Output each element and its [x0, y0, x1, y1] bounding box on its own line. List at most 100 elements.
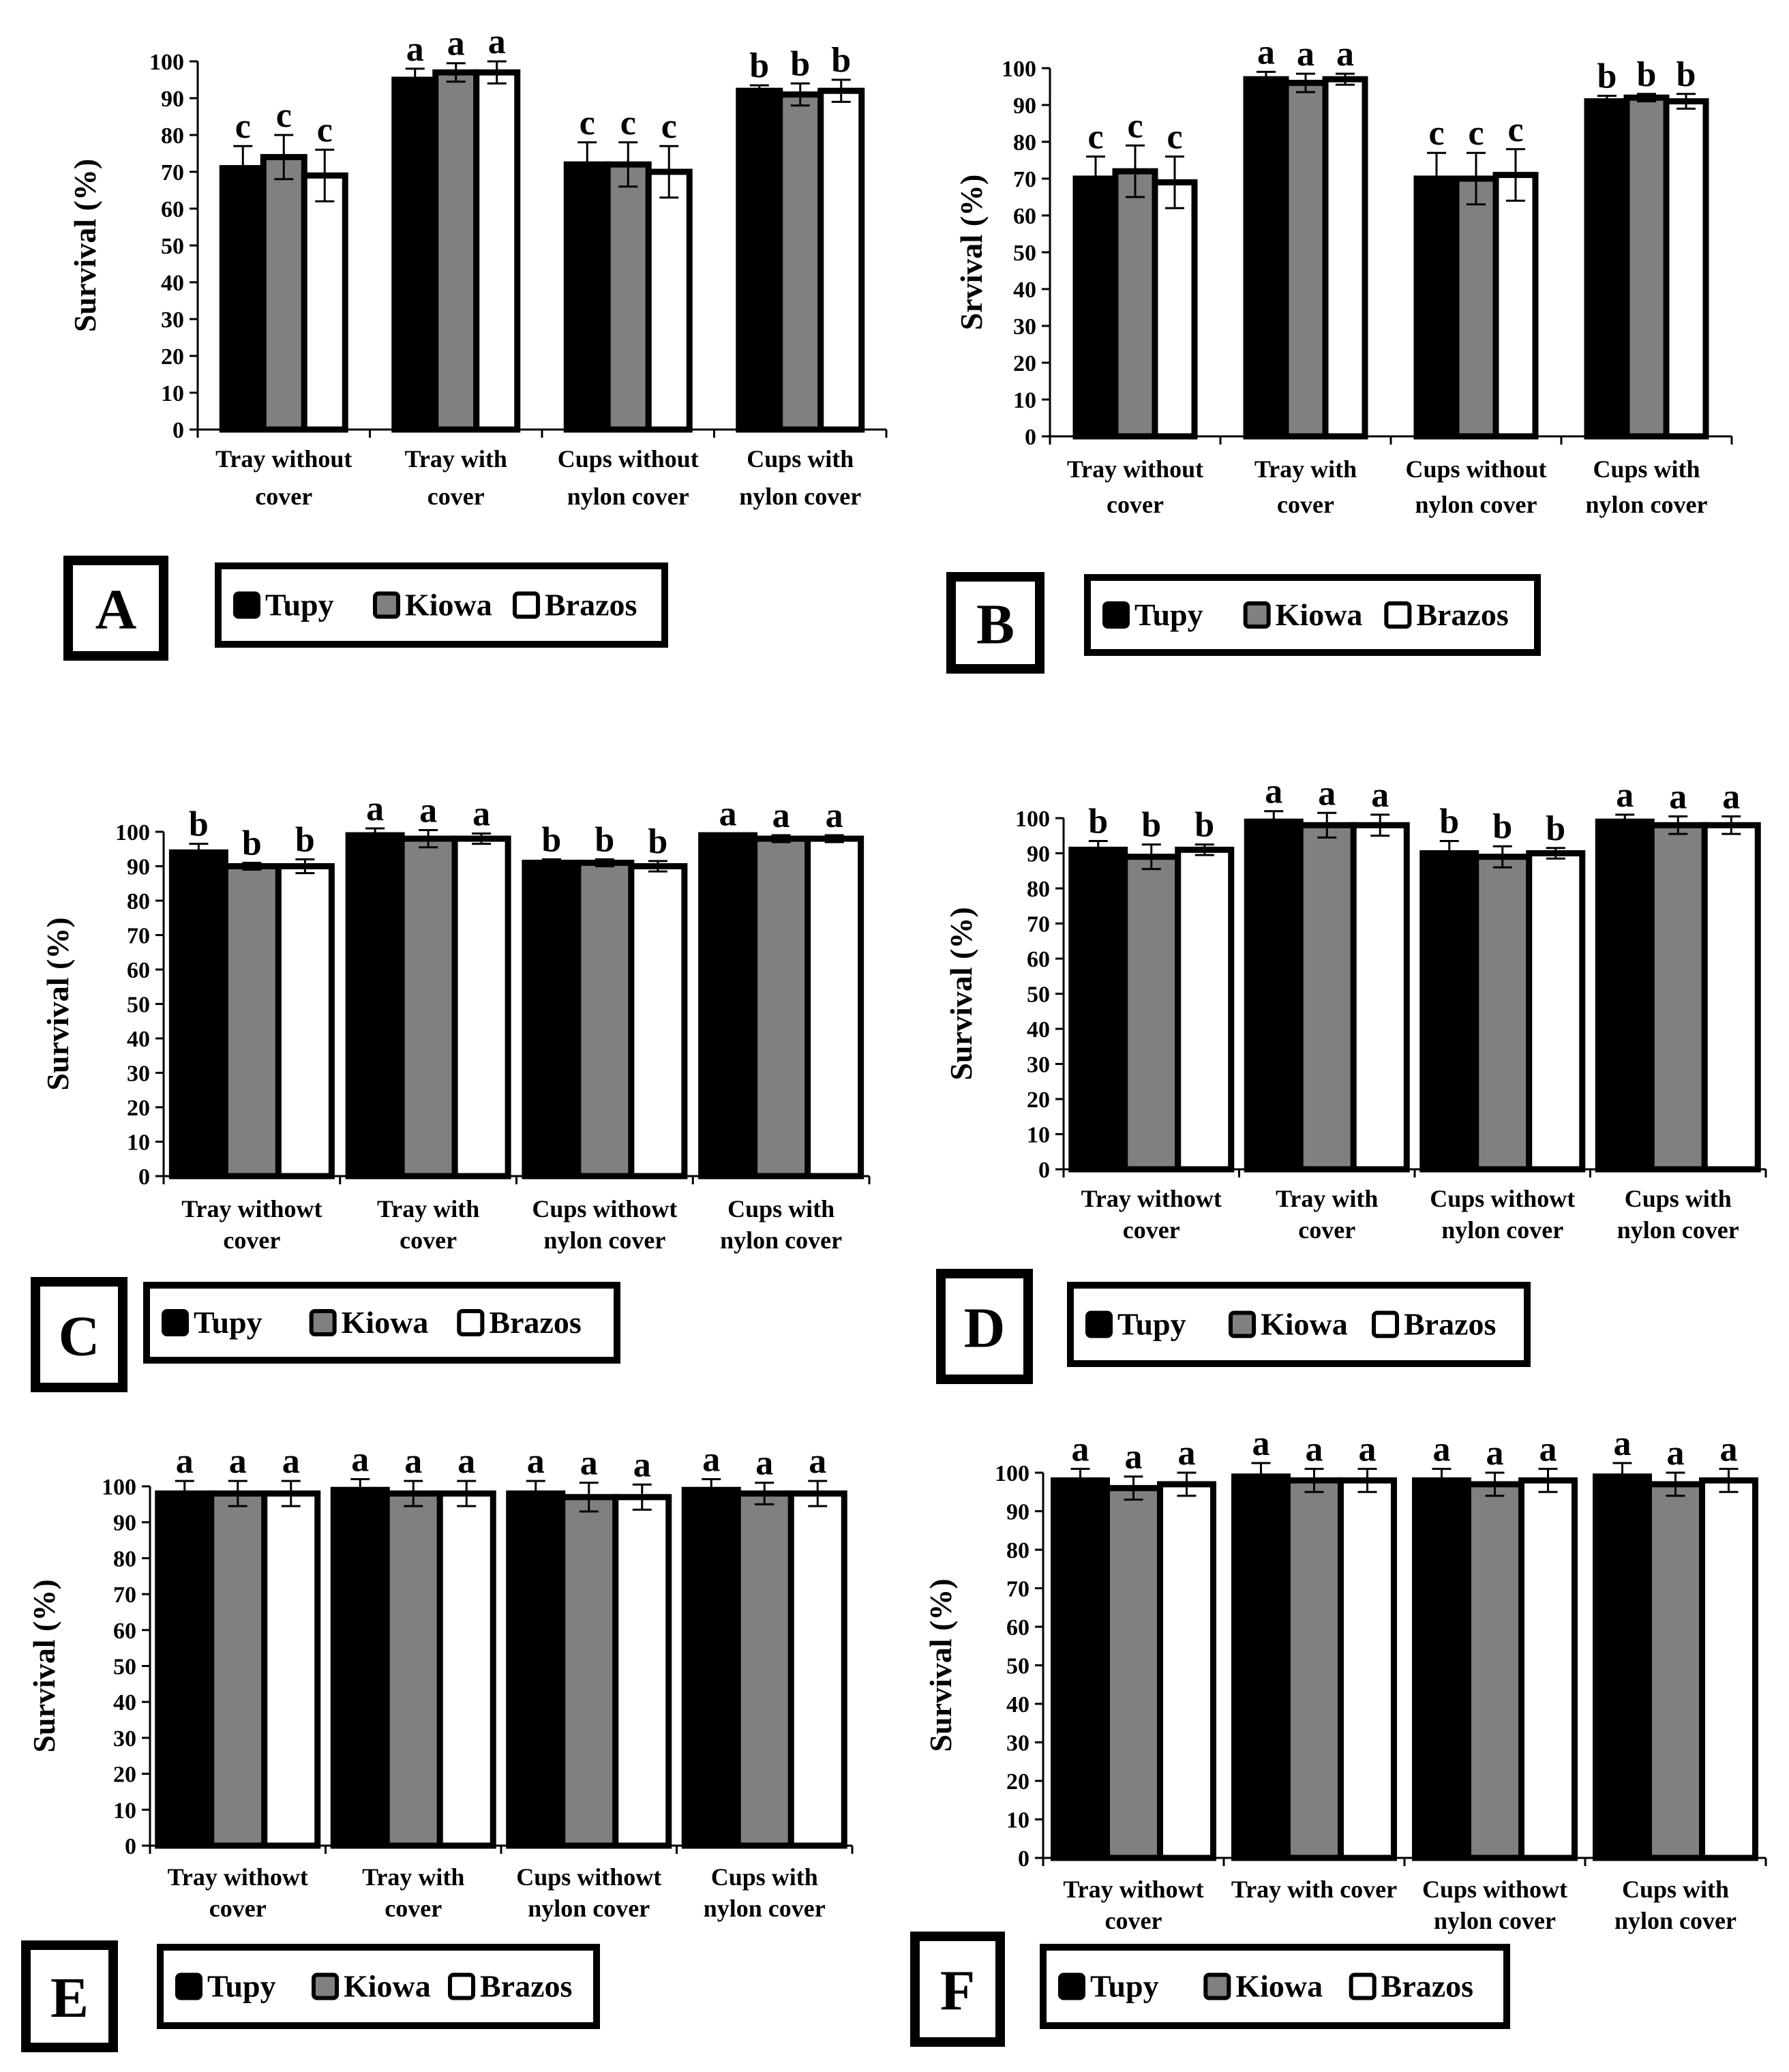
significance-letter: a	[406, 30, 424, 69]
x-category-label: nylon cover	[720, 1227, 842, 1254]
y-tick-label: 50	[1013, 241, 1036, 266]
x-category-label: Tray with cover	[1231, 1876, 1397, 1903]
significance-letter: a	[1306, 1430, 1323, 1469]
y-tick-label: 10	[1006, 1808, 1029, 1833]
significance-letter: a	[1486, 1434, 1504, 1473]
x-category-label: Cups without	[558, 445, 699, 472]
y-tick-label: 90	[1027, 842, 1050, 867]
significance-letter: a	[229, 1442, 247, 1481]
bar-kiowa	[1104, 1485, 1163, 1861]
legend-swatch-kiowa	[309, 1309, 337, 1336]
legend-label-tupy: Tupy	[1090, 1969, 1159, 2004]
y-tick-label: 10	[127, 1130, 150, 1156]
significance-letter: a	[1722, 777, 1740, 816]
panel-letter: E	[50, 1966, 89, 2030]
bar-kiowa	[432, 69, 480, 433]
bar-tupy	[345, 832, 405, 1180]
x-category-label: cover	[1105, 1907, 1162, 1934]
bar-brazos	[451, 835, 511, 1180]
significance-letter: a	[1539, 1430, 1557, 1469]
panel-letter-box	[31, 1277, 127, 1392]
legend-swatch-kiowa	[312, 1972, 339, 2000]
bar-tupy	[168, 849, 228, 1180]
bar-tupy	[698, 832, 758, 1180]
legend-label-brazos: Brazos	[1381, 1969, 1473, 2004]
significance-letter: c	[1507, 110, 1523, 149]
x-category-label: Cups with	[1625, 1185, 1732, 1212]
y-tick-label: 0	[1018, 1846, 1029, 1872]
x-category-label: nylon cover	[704, 1895, 826, 1922]
bar-tupy	[155, 1490, 215, 1849]
legend-box	[1084, 574, 1541, 656]
y-tick-label: 40	[161, 271, 184, 296]
bar-brazos	[817, 87, 865, 433]
legend-label-brazos: Brazos	[1416, 597, 1508, 632]
x-category-label: nylon cover	[1586, 491, 1708, 518]
y-tick-label: 10	[1013, 388, 1036, 413]
bar-tupy	[219, 165, 267, 433]
x-category-label: Cups with	[711, 1863, 818, 1891]
y-tick-label: 10	[113, 1798, 136, 1823]
bar-kiowa	[1623, 94, 1670, 440]
bar-tupy	[1595, 818, 1655, 1173]
x-category-label: Tray with	[1276, 1185, 1378, 1212]
panel-letter: A	[95, 578, 137, 642]
y-tick-label: 80	[113, 1546, 136, 1572]
y-tick-label: 60	[161, 197, 184, 222]
y-tick-label: 40	[1006, 1692, 1029, 1717]
bar-brazos	[645, 168, 693, 433]
y-tick-label: 0	[125, 1834, 136, 1859]
y-tick-label: 30	[1027, 1053, 1050, 1078]
y-tick-label: 30	[1013, 314, 1036, 340]
bar-tupy	[522, 859, 582, 1180]
legend-swatch-tupy	[162, 1309, 189, 1336]
bar-kiowa	[604, 161, 652, 433]
x-category-label: Tray with	[1254, 455, 1357, 483]
bar-brazos	[1338, 1477, 1397, 1861]
y-tick-label: 50	[161, 234, 184, 259]
bar-tupy	[681, 1486, 741, 1849]
significance-letter: b	[541, 820, 561, 859]
y-tick-label: 10	[161, 381, 184, 406]
y-tick-label: 20	[113, 1762, 136, 1788]
significance-letter: b	[189, 805, 209, 844]
significance-letter: a	[1720, 1430, 1738, 1469]
y-tick-label: 70	[161, 160, 184, 185]
y-tick-label: 0	[138, 1165, 150, 1190]
y-tick-label: 40	[127, 1027, 150, 1052]
x-category-label: cover	[209, 1895, 267, 1922]
significance-letter: b	[1546, 809, 1565, 848]
bar-tupy	[330, 1486, 390, 1849]
x-category-label: Tray with	[362, 1863, 464, 1891]
y-tick-label: 80	[1006, 1538, 1029, 1563]
significance-letter: a	[1669, 777, 1687, 816]
significance-letter: a	[1072, 1430, 1089, 1469]
x-category-label: cover	[1107, 491, 1164, 518]
y-tick-label: 90	[161, 87, 184, 112]
bar-kiowa	[208, 1490, 268, 1849]
legend-label-brazos: Brazos	[545, 588, 637, 622]
significance-letter: a	[1433, 1430, 1451, 1469]
significance-letter: a	[755, 1444, 773, 1483]
bar-brazos	[473, 69, 521, 433]
bar-kiowa	[383, 1490, 443, 1849]
bar-kiowa	[1648, 822, 1708, 1173]
panel-letter-box	[63, 556, 168, 661]
bar-brazos	[1526, 850, 1586, 1173]
bar-tupy	[1072, 175, 1119, 440]
legend-label-tupy: Tupy	[194, 1305, 262, 1340]
bar-tupy	[1243, 76, 1289, 440]
x-category-label: Tray withowt	[181, 1195, 322, 1222]
significance-letter: a	[1371, 776, 1389, 815]
significance-letter: a	[457, 1442, 475, 1481]
x-category-label: nylon cover	[1614, 1907, 1737, 1934]
y-tick-label: 100	[1015, 807, 1050, 832]
panel-letter: D	[964, 1297, 1006, 1360]
legend-swatch-kiowa	[1203, 1972, 1231, 2000]
legend-label-kiowa: Kiowa	[1235, 1969, 1323, 2004]
y-tick-label: 20	[1013, 351, 1036, 376]
bar-tupy	[1244, 818, 1304, 1173]
